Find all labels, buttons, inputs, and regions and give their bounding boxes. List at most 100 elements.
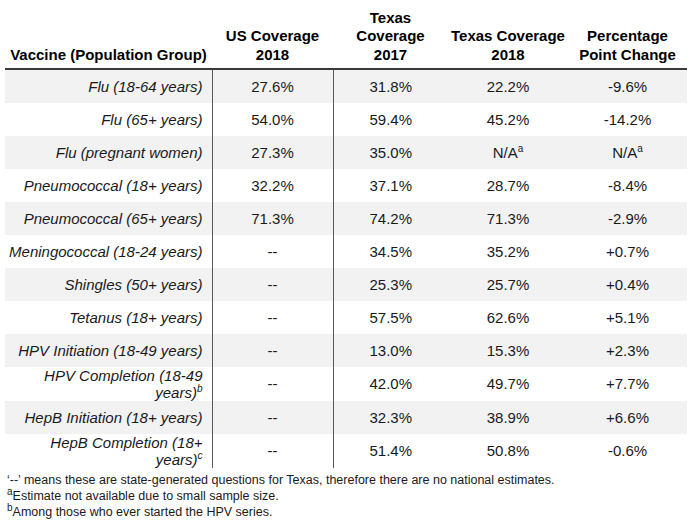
table-row-hpv-completion: HPV Completion (18-49 years)b -- 42.0% 4… xyxy=(5,367,687,401)
value-text: +6.6% xyxy=(606,409,649,426)
table-row-meningococcal: Meningococcal (18-24 years) -- 34.5% 35.… xyxy=(5,235,687,268)
footnote-text: Among those who ever started the HPV ser… xyxy=(13,505,273,519)
footnote-text: Estimate not available due to small samp… xyxy=(13,489,279,503)
value-text: +0.4% xyxy=(606,276,649,293)
table-row-pneumococcal-65plus: Pneumococcal (65+ years) 71.3% 74.2% 71.… xyxy=(5,202,687,235)
column-header-us-coverage-2018: US Coverage 2018 xyxy=(212,7,333,69)
cell-tx-2018: 71.3% xyxy=(448,202,568,235)
cell-vaccine: HPV Completion (18-49 years)b xyxy=(5,367,212,401)
cell-vaccine: Meningococcal (18-24 years) xyxy=(5,235,212,268)
cell-vaccine: HepB Initiation (18+ years) xyxy=(5,401,212,434)
table-row-pneumococcal-18plus: Pneumococcal (18+ years) 32.2% 37.1% 28.… xyxy=(5,169,687,202)
value-text: -2.9% xyxy=(608,210,647,227)
vaccine-name: Tetanus (18+ years) xyxy=(69,309,202,326)
vaccine-name: HepB Initiation (18+ years) xyxy=(24,409,202,426)
footnote-marker: c xyxy=(198,450,203,461)
cell-tx-2018: 15.3% xyxy=(448,334,568,367)
cell-us-2018: -- xyxy=(212,367,333,401)
cell-us-2018: 71.3% xyxy=(212,202,333,235)
cell-us-2018: -- xyxy=(212,235,333,268)
table-row-hepb-initiation: HepB Initiation (18+ years) -- 32.3% 38.… xyxy=(5,401,687,434)
value-text: N/A xyxy=(493,144,518,161)
cell-vaccine: Tetanus (18+ years) xyxy=(5,301,212,334)
cell-pp-change: -14.2% xyxy=(568,103,687,136)
cell-tx-2017: 35.0% xyxy=(333,136,448,169)
value-text: 35.2% xyxy=(487,243,530,260)
cell-tx-2017: 57.5% xyxy=(333,301,448,334)
cell-us-2018: 32.2% xyxy=(212,169,333,202)
value-text: +2.3% xyxy=(606,342,649,359)
value-text: 45.2% xyxy=(487,111,530,128)
cell-vaccine: Pneumococcal (18+ years) xyxy=(5,169,212,202)
cell-tx-2017: 74.2% xyxy=(333,202,448,235)
value-text: N/A xyxy=(612,144,637,161)
vaccine-name: Flu (18-64 years) xyxy=(88,78,202,95)
footnote-text: ‘--’ means these are state-generated que… xyxy=(7,473,555,487)
cell-tx-2018: 28.7% xyxy=(448,169,568,202)
value-text: +7.7% xyxy=(606,375,649,392)
vaccine-name: HPV Initiation (18-49 years) xyxy=(18,342,202,359)
value-text: +0.7% xyxy=(606,243,649,260)
value-text: 62.6% xyxy=(487,309,530,326)
value-text: -9.6% xyxy=(608,78,647,95)
cell-tx-2017: 59.4% xyxy=(333,103,448,136)
cell-tx-2017: 31.8% xyxy=(333,69,448,103)
vaccine-name: Shingles (50+ years) xyxy=(65,276,203,293)
footnote-marker: b xyxy=(197,383,203,394)
vaccine-name: HepB Completion (18+ years) xyxy=(50,434,202,468)
cell-us-2018: 27.3% xyxy=(212,136,333,169)
vaccine-name: HPV Completion (18-49 years) xyxy=(44,367,202,401)
value-text: +5.1% xyxy=(606,309,649,326)
value-text: 50.8% xyxy=(487,442,530,459)
cell-tx-2018: 62.6% xyxy=(448,301,568,334)
table-row-flu-18-64: Flu (18-64 years) 27.6% 31.8% 22.2% -9.6… xyxy=(5,69,687,103)
cell-pp-change: +7.7% xyxy=(568,367,687,401)
cell-us-2018: -- xyxy=(212,434,333,468)
cell-pp-change: -8.4% xyxy=(568,169,687,202)
cell-pp-change: +5.1% xyxy=(568,301,687,334)
cell-tx-2017: 13.0% xyxy=(333,334,448,367)
value-text: 38.9% xyxy=(487,409,530,426)
table-row-hepb-completion: HepB Completion (18+ years)c -- 51.4% 50… xyxy=(5,434,687,468)
cell-tx-2017: 42.0% xyxy=(333,367,448,401)
value-text: 25.7% xyxy=(487,276,530,293)
cell-tx-2018: 50.8% xyxy=(448,434,568,468)
cell-vaccine: Flu (18-64 years) xyxy=(5,69,212,103)
vaccine-name: Pneumococcal (18+ years) xyxy=(24,177,203,194)
vaccination-coverage-table: Vaccine (Population Group) US Coverage 2… xyxy=(5,7,687,468)
cell-tx-2018: 22.2% xyxy=(448,69,568,103)
cell-vaccine: Flu (65+ years) xyxy=(5,103,212,136)
cell-us-2018: -- xyxy=(212,334,333,367)
cell-us-2018: -- xyxy=(212,301,333,334)
value-text: -0.6% xyxy=(608,442,647,459)
table-row-shingles: Shingles (50+ years) -- 25.3% 25.7% +0.4… xyxy=(5,268,687,301)
cell-pp-change: N/Aa xyxy=(568,136,687,169)
value-text: 28.7% xyxy=(487,177,530,194)
cell-tx-2018: N/Aa xyxy=(448,136,568,169)
cell-vaccine: Flu (pregnant women) xyxy=(5,136,212,169)
cell-tx-2017: 51.4% xyxy=(333,434,448,468)
vaccination-coverage-report-page: Vaccine (Population Group) US Coverage 2… xyxy=(0,0,692,520)
value-text: -8.4% xyxy=(608,177,647,194)
cell-pp-change: -0.6% xyxy=(568,434,687,468)
cell-pp-change: -2.9% xyxy=(568,202,687,235)
vaccine-name: Flu (65+ years) xyxy=(101,111,202,128)
footnote-marker: a xyxy=(518,143,524,154)
column-header-texas-coverage-2017: Texas Coverage 2017 xyxy=(333,7,448,69)
value-text: 22.2% xyxy=(487,78,530,95)
cell-tx-2018: 35.2% xyxy=(448,235,568,268)
cell-tx-2017: 32.3% xyxy=(333,401,448,434)
vaccine-name: Flu (pregnant women) xyxy=(56,144,203,161)
footnote-b: bAmong those who ever started the HPV se… xyxy=(7,504,688,520)
cell-tx-2018: 25.7% xyxy=(448,268,568,301)
cell-us-2018: -- xyxy=(212,268,333,301)
footnote-dashes: ‘--’ means these are state-generated que… xyxy=(7,472,688,488)
cell-vaccine: Shingles (50+ years) xyxy=(5,268,212,301)
footnotes-section: ‘--’ means these are state-generated que… xyxy=(5,468,688,520)
cell-vaccine: Pneumococcal (65+ years) xyxy=(5,202,212,235)
cell-tx-2017: 25.3% xyxy=(333,268,448,301)
value-text: 15.3% xyxy=(487,342,530,359)
cell-vaccine: HepB Completion (18+ years)c xyxy=(5,434,212,468)
cell-pp-change: -9.6% xyxy=(568,69,687,103)
table-row-tetanus: Tetanus (18+ years) -- 57.5% 62.6% +5.1% xyxy=(5,301,687,334)
